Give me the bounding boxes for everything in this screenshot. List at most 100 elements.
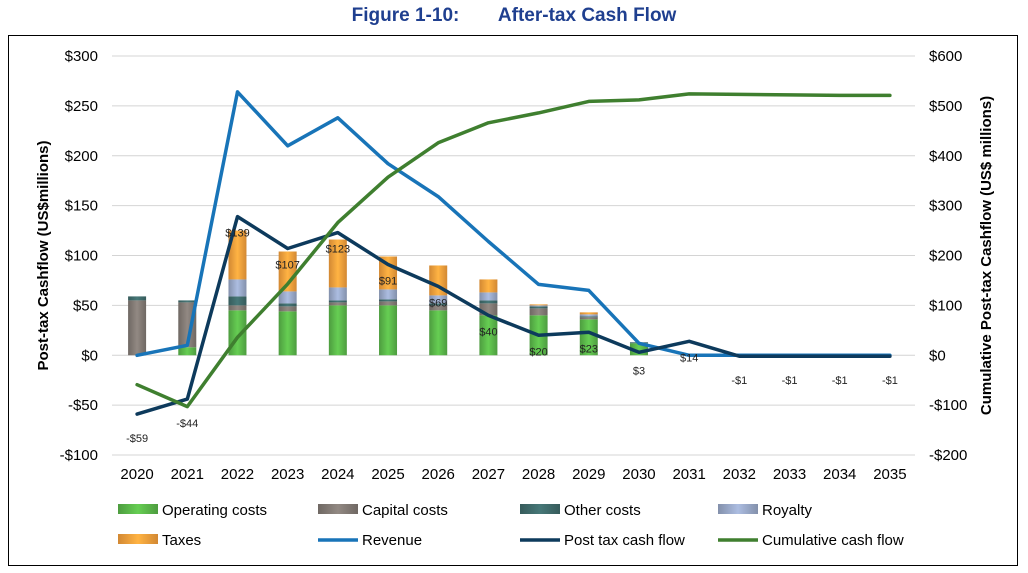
x-tick-label: 2030 bbox=[622, 466, 655, 483]
data-label: $14 bbox=[680, 352, 698, 364]
bar-segment bbox=[278, 306, 297, 312]
bar-segment bbox=[328, 287, 347, 301]
legend-label: Revenue bbox=[362, 532, 422, 549]
x-tick-label: 2025 bbox=[371, 466, 404, 483]
y-tick-label: $300 bbox=[65, 48, 98, 65]
legend-label: Other costs bbox=[564, 502, 641, 519]
y-tick-label: $50 bbox=[73, 297, 98, 314]
bar-segment bbox=[228, 296, 247, 306]
y2-tick-label: $500 bbox=[929, 98, 962, 115]
x-tick-label: 2032 bbox=[723, 466, 756, 483]
data-label: $107 bbox=[275, 260, 299, 272]
bar-segment bbox=[529, 308, 548, 316]
x-tick-label: 2031 bbox=[672, 466, 705, 483]
line-cumulative-cash-flow bbox=[135, 92, 892, 409]
bar-segment bbox=[128, 300, 147, 356]
y2-axis-title: Cumulative Post-tax Cashflow (US$ millio… bbox=[978, 96, 995, 415]
bar-segment bbox=[128, 296, 147, 301]
bar-segment bbox=[429, 310, 448, 356]
bar-segment bbox=[429, 303, 448, 306]
y2-tick-label: $300 bbox=[929, 198, 962, 215]
bar-segment bbox=[278, 291, 297, 304]
x-tick-label: 2027 bbox=[472, 466, 505, 483]
bar-segment bbox=[278, 303, 297, 307]
bar-segment bbox=[579, 316, 598, 318]
y2-tick-label: -$200 bbox=[929, 447, 967, 464]
chart-title: Figure 1-10: After-tax Cash Flow bbox=[0, 5, 1028, 27]
data-label: $69 bbox=[429, 297, 447, 309]
bar-segment bbox=[629, 343, 648, 356]
bar-segment bbox=[278, 311, 297, 356]
y2-tick-label: $100 bbox=[929, 297, 962, 314]
legend-label: Cumulative cash flow bbox=[762, 532, 904, 549]
data-label: -$1 bbox=[731, 375, 747, 387]
legend-swatch bbox=[718, 504, 758, 514]
bar-segment bbox=[429, 305, 448, 311]
bar-segment bbox=[328, 302, 347, 306]
figure-title: After-tax Cash Flow bbox=[497, 5, 677, 26]
y-axis-title: Post-tax Cashflow (US$millions) bbox=[35, 140, 52, 370]
y-tick-label: -$100 bbox=[60, 447, 98, 464]
y-tick-label: $150 bbox=[65, 198, 98, 215]
bar-segment bbox=[579, 314, 598, 317]
x-tick-label: 2028 bbox=[522, 466, 555, 483]
data-label: $3 bbox=[633, 365, 645, 377]
bar-segment bbox=[479, 292, 498, 301]
chart-frame bbox=[8, 35, 1018, 566]
stacked-bars bbox=[128, 230, 648, 356]
bar-segment bbox=[328, 239, 347, 288]
y2-tick-label: $0 bbox=[929, 347, 946, 364]
bar-segment bbox=[479, 300, 498, 304]
bar-segment bbox=[178, 302, 197, 348]
legend-swatch bbox=[318, 504, 358, 514]
y-tick-label: $200 bbox=[65, 148, 98, 165]
bar-segment bbox=[228, 279, 247, 297]
bar-segment bbox=[379, 301, 398, 306]
bar-segment bbox=[529, 304, 548, 306]
legend-label: Post tax cash flow bbox=[564, 532, 685, 549]
y2-tick-label: $400 bbox=[929, 148, 962, 165]
y-tick-label: -$50 bbox=[68, 397, 98, 414]
legend-label: Capital costs bbox=[362, 502, 448, 519]
legend-label: Royalty bbox=[762, 502, 813, 519]
data-label: -$1 bbox=[832, 375, 848, 387]
data-label: -$1 bbox=[782, 375, 798, 387]
bar-segment bbox=[579, 317, 598, 320]
bar-segment bbox=[379, 289, 398, 300]
y-tick-label: $100 bbox=[65, 248, 98, 265]
bar-segment bbox=[579, 319, 598, 356]
y-tick-label: $250 bbox=[65, 98, 98, 115]
x-tick-label: 2034 bbox=[823, 466, 856, 483]
bar-segment bbox=[328, 300, 347, 303]
bar-segment bbox=[178, 300, 197, 303]
bar-segment bbox=[228, 305, 247, 311]
bar-segment bbox=[228, 230, 247, 280]
data-label: $139 bbox=[225, 228, 249, 240]
y-tick-label: $0 bbox=[81, 347, 98, 364]
bar-segment bbox=[328, 305, 347, 356]
x-tick-label: 2022 bbox=[221, 466, 254, 483]
bar-segment bbox=[379, 299, 398, 302]
legend-swatch bbox=[118, 504, 158, 514]
x-tick-label: 2021 bbox=[171, 466, 204, 483]
y2-tick-label: $600 bbox=[929, 48, 962, 65]
bar-segment bbox=[479, 315, 498, 356]
bar-segment bbox=[579, 312, 598, 315]
legend-swatch bbox=[118, 534, 158, 544]
x-tick-label: 2029 bbox=[572, 466, 605, 483]
data-labels: -$59 -$44 $139 $107 $123 $91 $69 $40 $20 $23 $3 $14… bbox=[126, 228, 898, 446]
x-tick-label: 2024 bbox=[321, 466, 354, 483]
bar-segment bbox=[379, 305, 398, 356]
x-tick-label: 2023 bbox=[271, 466, 304, 483]
x-tick-label: 2026 bbox=[422, 466, 455, 483]
y2-tick-label: -$100 bbox=[929, 397, 967, 414]
data-label: $20 bbox=[529, 346, 547, 358]
bar-segment bbox=[479, 303, 498, 316]
bar-segment bbox=[479, 279, 498, 293]
bar-segment bbox=[529, 305, 548, 307]
data-label: $40 bbox=[479, 326, 497, 338]
line-series bbox=[135, 90, 892, 416]
data-label: -$44 bbox=[176, 418, 198, 430]
bar-segment bbox=[178, 347, 197, 356]
